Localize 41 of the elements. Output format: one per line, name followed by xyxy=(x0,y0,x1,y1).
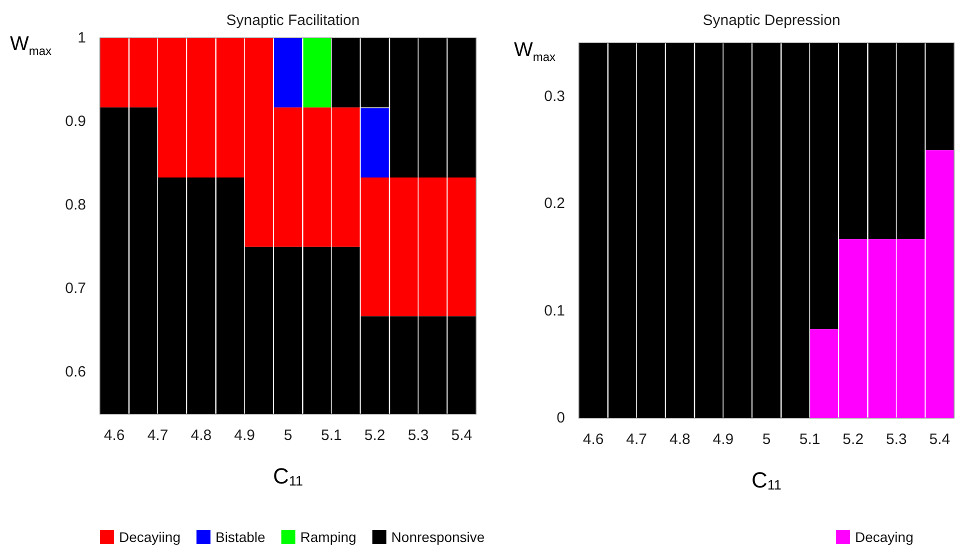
legend-label: Nonresponsive xyxy=(391,529,485,545)
legend-label: Ramping xyxy=(300,529,356,545)
x-tick-label: 4.6 xyxy=(104,427,125,444)
x-tick-label: 5.4 xyxy=(451,427,472,444)
x-tick-label: 5 xyxy=(762,431,771,448)
x-tick-label: 5.3 xyxy=(408,427,429,444)
x-tick-label: 4.9 xyxy=(712,431,734,448)
y-tick-label: 1 xyxy=(78,30,86,46)
y-tick-label: 0.6 xyxy=(65,364,86,381)
x-tick-label: 4.8 xyxy=(669,431,690,448)
x-tick-label: 5.2 xyxy=(364,427,386,444)
y-tick-label: 0.2 xyxy=(544,195,565,212)
bar xyxy=(303,38,331,108)
y-tick-label: 0.3 xyxy=(544,88,565,106)
x-tick-label: 4.7 xyxy=(147,427,168,444)
chart-title: Synaptic Depression xyxy=(702,12,840,29)
x-tick-label: 5.1 xyxy=(320,427,342,444)
legend-label: Bistable xyxy=(215,529,266,545)
x-tick-label: 4.6 xyxy=(582,431,604,448)
y-tick-label: 0.8 xyxy=(65,196,86,214)
y-axis-title: W$_{max}$ xyxy=(10,33,52,58)
y-tick-label: 0 xyxy=(556,410,565,426)
x-axis-title: C11 xyxy=(751,467,782,492)
x-tick-label: 5 xyxy=(284,427,292,444)
chart-title: Synaptic Facilitation xyxy=(226,12,360,29)
legend-label: Decayiing xyxy=(119,529,180,545)
x-tick-label: 5.3 xyxy=(886,431,907,448)
x-tick-label: 5.1 xyxy=(799,431,820,448)
bar xyxy=(274,38,302,108)
x-tick-label: 4.8 xyxy=(190,427,212,444)
x-tick-label: 4.9 xyxy=(234,427,256,444)
x-tick-label: 5.2 xyxy=(842,431,864,448)
bar xyxy=(360,108,389,178)
x-tick-label: 4.7 xyxy=(626,431,648,448)
x-axis-title: C11 xyxy=(272,463,304,488)
legend-label: Decaying xyxy=(855,529,914,545)
y-tick-label: 0.7 xyxy=(65,280,86,298)
y-tick-label: 0.1 xyxy=(544,302,565,320)
x-tick-label: 5.4 xyxy=(929,431,950,448)
y-axis-title: W$_{max}$ xyxy=(514,39,556,64)
y-tick-label: 0.9 xyxy=(65,113,86,130)
